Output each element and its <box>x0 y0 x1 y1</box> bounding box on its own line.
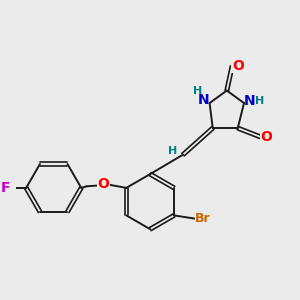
Text: N: N <box>244 94 256 108</box>
Text: Br: Br <box>195 212 211 225</box>
Text: H: H <box>255 96 264 106</box>
Text: O: O <box>98 177 110 191</box>
Text: O: O <box>261 130 272 144</box>
Text: H: H <box>168 146 178 156</box>
Text: O: O <box>232 58 244 73</box>
Text: H: H <box>193 86 202 96</box>
Text: F: F <box>1 181 10 195</box>
Text: N: N <box>198 93 210 107</box>
